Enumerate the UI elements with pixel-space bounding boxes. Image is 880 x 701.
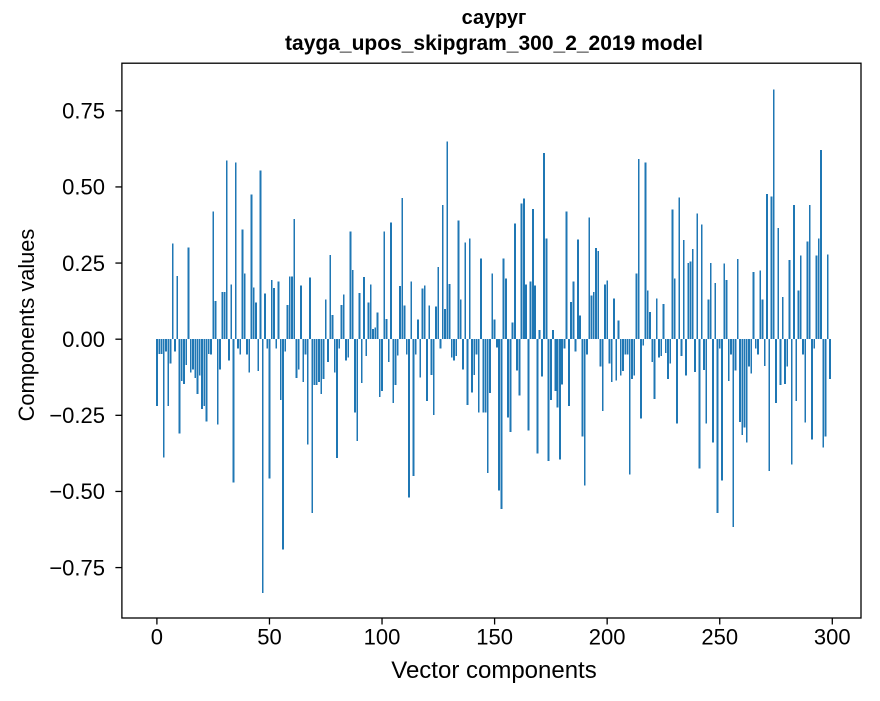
svg-text:сауруг: сауруг [462, 7, 527, 29]
svg-text:0.50: 0.50 [62, 175, 105, 200]
svg-text:−0.75: −0.75 [49, 555, 105, 580]
svg-text:250: 250 [701, 624, 738, 649]
svg-text:Vector components: Vector components [391, 657, 596, 684]
svg-text:0: 0 [151, 624, 163, 649]
svg-text:−0.25: −0.25 [49, 403, 105, 428]
svg-text:0.75: 0.75 [62, 99, 105, 124]
svg-text:100: 100 [364, 624, 401, 649]
svg-text:150: 150 [476, 624, 513, 649]
svg-text:300: 300 [814, 624, 851, 649]
svg-text:−0.50: −0.50 [49, 479, 105, 504]
svg-text:Components values: Components values [14, 229, 39, 422]
svg-text:0.00: 0.00 [62, 327, 105, 352]
svg-text:50: 50 [257, 624, 281, 649]
svg-text:tayga_upos_skipgram_300_2_2019: tayga_upos_skipgram_300_2_2019 model [285, 32, 703, 55]
svg-text:200: 200 [589, 624, 626, 649]
svg-text:0.25: 0.25 [62, 251, 105, 276]
